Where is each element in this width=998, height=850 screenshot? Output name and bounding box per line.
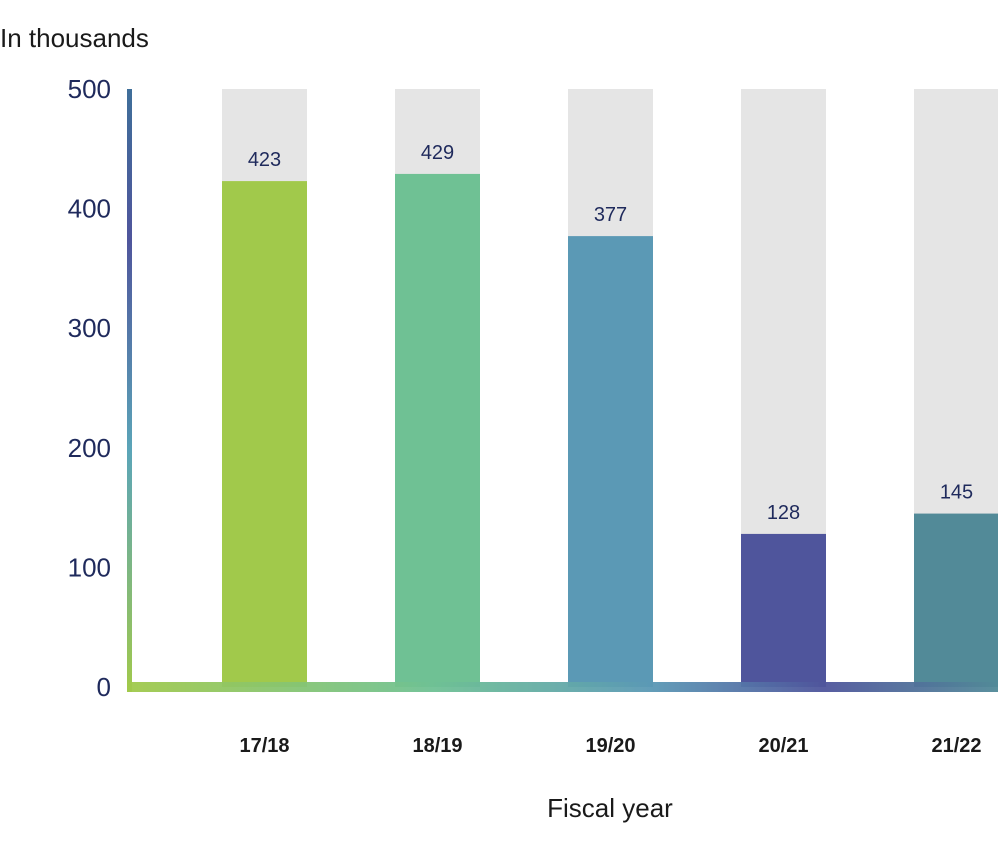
x-axis-label: Fiscal year — [547, 793, 673, 823]
data-label: 128 — [767, 502, 800, 524]
x-tick-label: 17/18 — [239, 735, 289, 757]
data-labels: 423 429 377 128 145 — [248, 142, 973, 524]
y-axis-label: In thousands — [0, 23, 149, 53]
y-tick-label: 400 — [68, 194, 111, 224]
data-bars — [222, 173, 998, 688]
y-tick-label: 100 — [68, 552, 111, 582]
y-tick-label: 500 — [68, 74, 111, 104]
bar-19-20 — [568, 236, 653, 687]
x-tick-label: 19/20 — [585, 735, 635, 757]
bar-18-19 — [395, 173, 480, 687]
x-tick-label: 18/19 — [412, 735, 462, 757]
y-tick-label: 300 — [68, 313, 111, 343]
y-axis-line — [127, 89, 132, 692]
bar-17-18 — [222, 181, 307, 688]
data-label: 429 — [421, 142, 454, 164]
x-tick-label: 21/22 — [931, 735, 981, 757]
y-tick-labels: 0 100 200 300 400 500 — [68, 74, 111, 702]
x-tick-label: 20/21 — [758, 735, 808, 757]
y-tick-label: 200 — [68, 433, 111, 463]
bar-21-22 — [914, 513, 998, 687]
data-label: 377 — [594, 204, 627, 226]
data-label: 423 — [248, 149, 281, 171]
bar-20-21 — [741, 533, 826, 687]
x-tick-labels: 17/18 18/19 19/20 20/21 21/22 — [239, 735, 981, 757]
y-tick-label: 0 — [97, 672, 111, 702]
x-axis-band — [127, 682, 998, 692]
data-label: 145 — [940, 482, 973, 504]
